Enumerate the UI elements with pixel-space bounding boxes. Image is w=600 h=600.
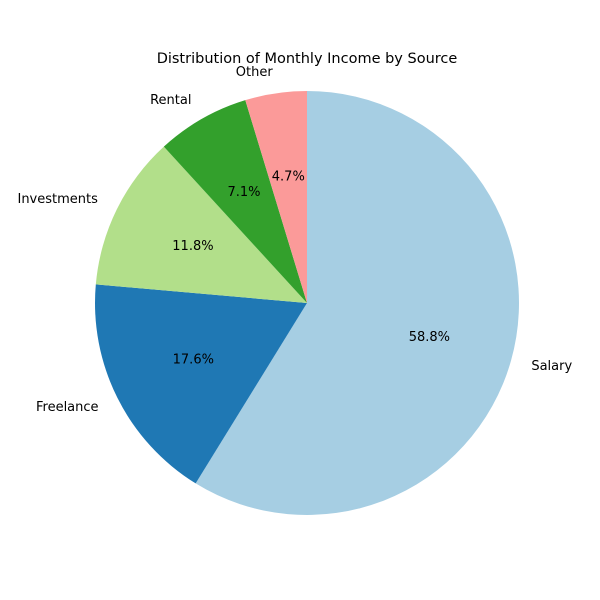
pie-slice-rental bbox=[163, 100, 307, 303]
chart-title: Distribution of Monthly Income by Source bbox=[157, 51, 458, 67]
slice-percent-investments: 11.8% bbox=[172, 239, 213, 254]
pie-slice-salary bbox=[195, 91, 519, 515]
pie-slice-freelance bbox=[94, 284, 307, 484]
pie-slice-investments bbox=[95, 146, 307, 303]
slice-percent-salary: 58.8% bbox=[409, 330, 450, 345]
pie-slices bbox=[94, 91, 519, 515]
slice-label-other: Other bbox=[236, 65, 274, 80]
pie-labels: Salary 58.8% Freelance 17.6% Investments 11.8… bbox=[17, 65, 572, 415]
slice-label-rental: Rental bbox=[150, 93, 191, 108]
slice-percent-other: 4.7% bbox=[272, 170, 305, 185]
slice-label-investments: Investments bbox=[17, 192, 98, 207]
pie-slice-other bbox=[245, 91, 307, 303]
slice-percent-rental: 7.1% bbox=[227, 185, 260, 200]
slice-percent-freelance: 17.6% bbox=[173, 353, 214, 368]
slice-label-salary: Salary bbox=[531, 359, 572, 374]
slice-label-freelance: Freelance bbox=[36, 400, 99, 415]
